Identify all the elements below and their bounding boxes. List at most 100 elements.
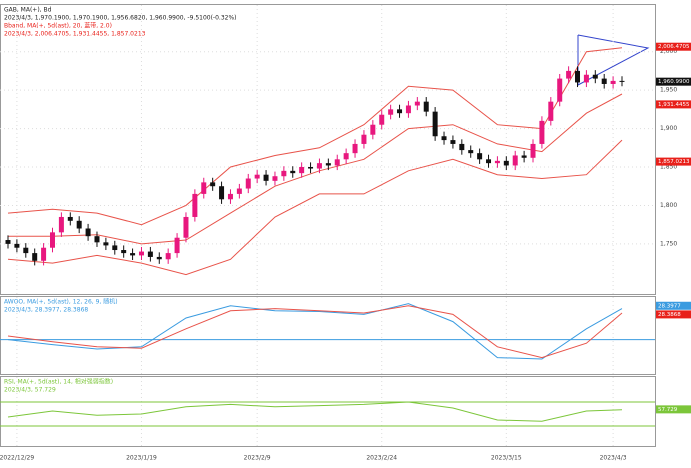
band-values: 2023/4/3, 2,006.4705, 1,931.4455, 1,857.… xyxy=(4,31,146,38)
price-label-box xyxy=(656,405,691,414)
candle-body xyxy=(281,170,287,177)
candle-body xyxy=(49,232,55,248)
candle-body xyxy=(405,105,411,114)
x-tick-label: 2023/2/9 xyxy=(244,455,271,462)
candle-body xyxy=(423,101,429,112)
candle-body xyxy=(397,109,403,114)
price-label-box xyxy=(656,310,691,319)
indicator-line xyxy=(7,47,623,226)
oscillator-values: 2023/4/3, 28.3977, 28.3868 xyxy=(4,307,88,314)
candle-body xyxy=(557,78,563,102)
candle-body xyxy=(539,120,545,144)
candle-body xyxy=(610,80,616,84)
candle-body xyxy=(441,136,447,141)
price-label: 1,960.9900 xyxy=(658,79,690,85)
band-legend: Bband, MA(+, 5d(ast), 20, 蓝带, 2.0) xyxy=(4,22,112,30)
candle-body xyxy=(165,253,171,260)
candle-body xyxy=(503,160,509,166)
oscillator-title: AWOO, MA(+, 5d(ast), 12, 26, 9, 随机) xyxy=(4,298,118,306)
candle-body xyxy=(432,111,438,137)
price-label: 57.729 xyxy=(658,407,678,413)
y-tick-label: 1,900 xyxy=(660,125,677,132)
candle-body xyxy=(575,70,581,83)
candle-body xyxy=(352,143,358,154)
main-panel-frame xyxy=(0,4,656,295)
indicator-line xyxy=(7,401,623,422)
candle-body xyxy=(583,74,589,83)
x-tick-label: 2022/12/29 xyxy=(0,455,34,462)
price-label-box xyxy=(656,100,691,109)
candle-body xyxy=(299,167,305,174)
x-tick-label: 2023/4/3 xyxy=(600,455,627,462)
candle-body xyxy=(477,153,483,160)
candle-body xyxy=(174,237,180,254)
candle-body xyxy=(23,247,29,254)
candle-body xyxy=(121,250,127,254)
candle-body xyxy=(85,228,91,237)
x-tick-label: 2023/2/24 xyxy=(366,455,397,462)
candle-body xyxy=(450,140,456,144)
price-label-box xyxy=(656,42,691,51)
rsi-panel-frame xyxy=(0,376,656,447)
x-tick-label: 2023/1/19 xyxy=(126,455,157,462)
candle-body xyxy=(103,242,109,246)
candle-body xyxy=(370,124,376,135)
y-tick-label: 2,000 xyxy=(660,48,677,55)
candle-body xyxy=(58,216,64,233)
oscillator-panel-frame xyxy=(0,296,656,375)
indicator-line xyxy=(7,305,623,359)
rsi-values: 2023/4/3, 57.729 xyxy=(4,387,56,394)
candle-body xyxy=(521,155,527,158)
candle-body xyxy=(414,101,420,106)
candle-body xyxy=(388,109,394,115)
candle-body xyxy=(566,70,572,79)
candle-body xyxy=(41,247,47,261)
candle-body xyxy=(619,80,625,82)
candle-body xyxy=(76,220,82,229)
price-label: 1,857.0213 xyxy=(658,159,690,165)
candle-body xyxy=(468,150,474,154)
candle-body xyxy=(156,256,162,260)
y-tick-label: 1,850 xyxy=(660,164,677,171)
y-tick-label: 1,750 xyxy=(660,240,677,247)
indicator-line xyxy=(7,139,623,276)
candle-body xyxy=(245,178,251,189)
main-subtitle: 2023/4/3, 1,970.1900, 1,970.1900, 1,956.… xyxy=(4,15,237,22)
rsi-title: RSI, MA(+, 5d(ast), 14, 相对强弱指数) xyxy=(4,378,113,386)
candle-body xyxy=(147,251,153,257)
candle-body xyxy=(486,159,492,164)
price-label: 1,931.4455 xyxy=(658,102,690,108)
indicator-line xyxy=(7,303,623,360)
price-label: 28.3868 xyxy=(658,312,681,318)
candle-body xyxy=(459,143,465,151)
y-tick-label: 1,950 xyxy=(660,87,677,94)
candle-body xyxy=(263,174,269,181)
candle-body xyxy=(236,188,242,194)
candle-body xyxy=(254,174,260,179)
candle-body xyxy=(130,253,136,256)
candle-body xyxy=(530,143,536,158)
candle-body xyxy=(343,153,349,160)
candle-body xyxy=(548,101,554,121)
candle-body xyxy=(219,186,225,200)
candle-body xyxy=(5,240,11,244)
price-label-box xyxy=(656,157,691,166)
price-label: 2,006.4705 xyxy=(658,44,690,50)
candle-body xyxy=(601,78,607,84)
candle-body xyxy=(32,253,38,261)
candle-body xyxy=(201,182,207,194)
x-tick-label: 2023/3/15 xyxy=(491,455,522,462)
candle-body xyxy=(112,245,118,251)
candle-body xyxy=(361,134,367,144)
candle-body xyxy=(308,167,314,169)
candle-body xyxy=(210,182,216,187)
price-label-box xyxy=(656,77,691,86)
y-tick-label: 1,800 xyxy=(660,202,677,209)
candle-body xyxy=(290,170,296,174)
candle-body xyxy=(227,193,233,200)
candle-body xyxy=(592,74,598,79)
price-label: 28.3977 xyxy=(658,303,681,309)
price-label-box xyxy=(656,301,691,310)
